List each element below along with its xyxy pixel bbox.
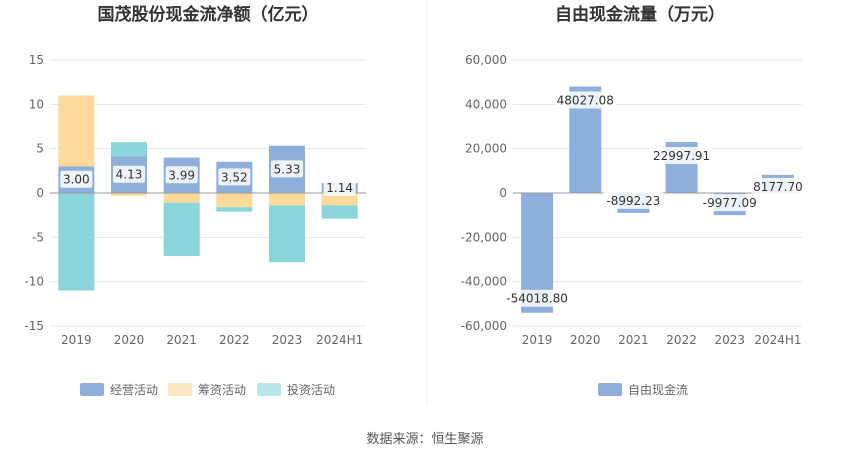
x-tick-label: 2020 (570, 333, 601, 347)
bar (111, 142, 147, 157)
data-label: -9977.09 (703, 196, 757, 210)
legend-swatch (80, 383, 104, 396)
y-tick-label: 60,000 (465, 53, 507, 67)
y-tick-label: 5 (36, 142, 44, 156)
data-label-bg (699, 194, 760, 212)
bar (216, 207, 253, 212)
data-label-bg (271, 160, 303, 178)
y-tick-label: 15 (29, 53, 44, 67)
data-label-bg (165, 166, 198, 184)
x-tick-label: 2023 (272, 333, 303, 347)
data-label: 3.00 (63, 173, 90, 187)
chart-title: 自由现金流量（万元） (555, 4, 725, 25)
y-tick-label: 0 (36, 186, 44, 200)
chart-title: 国茂股份现金流净额（亿元） (98, 4, 319, 25)
y-tick-label: -20,000 (461, 230, 507, 244)
data-label-bg (503, 289, 571, 307)
data-label: 4.13 (116, 168, 143, 182)
chart-free-cashflow: 自由现金流量（万元） 60,000 40,000 20,000 0 -20,000 -40,… (461, 4, 805, 397)
data-label: 1.14 (326, 181, 353, 195)
data-label: -8992.23 (606, 194, 660, 208)
legend-label: 自由现金流 (628, 382, 688, 397)
bar (58, 193, 95, 291)
y-tick-label: -10 (24, 275, 44, 289)
data-label: -54018.80 (506, 292, 568, 306)
x-tick-label: 2019 (61, 333, 92, 347)
data-label: 22997.91 (653, 149, 710, 163)
y-tick-label: 10 (29, 97, 44, 111)
y-tick-label: -40,000 (461, 275, 507, 289)
data-label-bg (555, 91, 616, 109)
data-source: 数据来源：恒生聚源 (366, 432, 483, 447)
x-tick-label: 2023 (714, 333, 745, 347)
y-tick-label: -5 (32, 230, 44, 244)
legend-swatch (257, 383, 281, 396)
data-label-bg (603, 191, 664, 209)
data-label: 48027.08 (557, 94, 614, 108)
bar (111, 193, 147, 196)
y-tick-label: 0 (499, 186, 507, 200)
x-tick-label: 2020 (114, 333, 145, 347)
bar (163, 202, 200, 256)
y-tick-label: 40,000 (465, 97, 507, 111)
x-tick-label: 2022 (219, 333, 250, 347)
data-label: 8177.70 (753, 180, 803, 194)
data-label-bg (60, 170, 93, 188)
x-tick-label: 2019 (522, 333, 553, 347)
legend-swatch (168, 383, 192, 396)
data-label: 5.33 (274, 162, 301, 176)
data-label: 3.99 (168, 168, 195, 182)
bar (269, 205, 305, 263)
bar (321, 205, 358, 219)
x-tick-label: 2021 (166, 333, 197, 347)
data-label: 3.52 (221, 170, 248, 184)
chart-cashflow: 国茂股份现金流净额（亿元） 15 10 5 0 -5 -10 -15 2019 2020 2021 2… (24, 4, 366, 397)
data-label-bg (323, 178, 356, 196)
bar (269, 193, 305, 206)
legend-swatch (598, 383, 622, 396)
x-tick-label: 2022 (666, 333, 697, 347)
data-label-bg (651, 147, 712, 165)
bar (216, 193, 253, 208)
y-tick-label: -60,000 (461, 319, 507, 333)
bar (163, 193, 200, 203)
x-tick-label: 2021 (618, 333, 649, 347)
legend-label: 投资活动 (287, 382, 335, 397)
data-label-bg (113, 165, 145, 183)
y-tick-label: 20,000 (465, 142, 507, 156)
legend-label: 筹资活动 (198, 383, 246, 397)
y-tick-label: -15 (24, 319, 44, 333)
bar (321, 193, 358, 206)
x-tick-label: 2024H1 (754, 333, 801, 347)
legend-label: 经营活动 (110, 383, 158, 397)
bar (58, 95, 95, 167)
data-label-bg (218, 168, 251, 186)
x-tick-label: 2024H1 (316, 333, 363, 347)
data-label-bg (751, 177, 805, 195)
